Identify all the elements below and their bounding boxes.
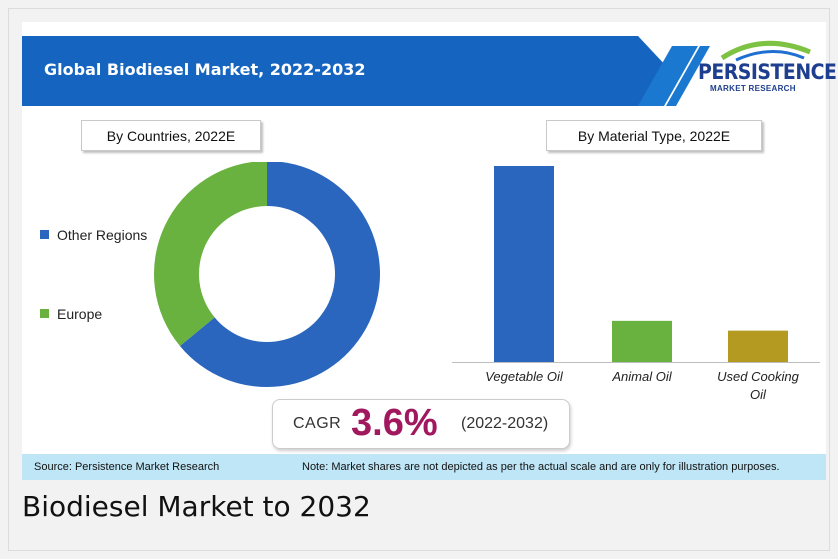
bar-category-label: Vegetable Oil xyxy=(485,369,564,384)
legend-label: Europe xyxy=(57,306,103,322)
legend-item: Europe xyxy=(40,306,102,322)
logo-tagline: MARKET RESEARCH xyxy=(710,84,796,93)
cagr-value: 3.6% xyxy=(351,402,438,444)
chart-title: Global Biodiesel Market, 2022-2032 xyxy=(44,60,366,79)
bar-vegetable-oil xyxy=(494,166,554,362)
material-section-label: By Material Type, 2022E xyxy=(546,120,762,151)
donut-slice-other-regions xyxy=(179,162,380,387)
logo-wordmark: PERSISTENCE xyxy=(698,60,837,84)
cagr-box: CAGR 3.6% (2022-2032) xyxy=(272,399,570,449)
countries-section-label: By Countries, 2022E xyxy=(81,120,261,151)
logo-swoosh-icon xyxy=(720,40,811,62)
banner-stripe xyxy=(638,46,698,106)
cagr-label: CAGR xyxy=(293,415,342,432)
bar-animal-oil xyxy=(612,320,672,362)
donut-chart xyxy=(154,162,380,387)
source-text: Source: Persistence Market Research xyxy=(34,461,220,473)
bar-chart: Vegetable Oil Animal Oil Used Cooking Oil xyxy=(452,166,820,402)
legend-swatch xyxy=(40,230,49,239)
legend-item: Other Regions xyxy=(40,227,147,243)
banner-stripe xyxy=(666,46,710,106)
title-banner xyxy=(22,36,710,106)
footer-bar: Source: Persistence Market Research Note… xyxy=(22,454,826,480)
bar-category-label: Used Cooking Oil xyxy=(717,369,799,402)
bar-category-label: Animal Oil xyxy=(611,369,672,384)
bar-used-cooking-oil xyxy=(728,330,788,362)
cagr-period: (2022-2032) xyxy=(461,415,549,432)
infographic: Global Biodiesel Market, 2022-2032 PERSI… xyxy=(22,22,837,480)
persistence-logo: PERSISTENCE MARKET RESEARCH xyxy=(692,38,837,98)
legend-label: Other Regions xyxy=(57,227,148,243)
image-caption: Biodiesel Market to 2032 xyxy=(22,490,371,523)
note-text: Note: Market shares are not depicted as … xyxy=(302,461,780,473)
legend-swatch xyxy=(40,309,49,318)
donut-slice-europe xyxy=(154,162,267,347)
